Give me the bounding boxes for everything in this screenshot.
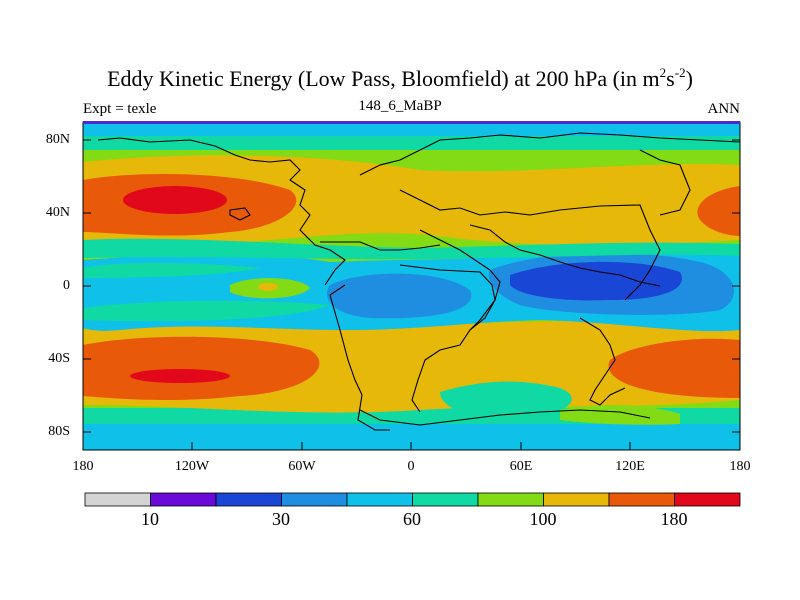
colorbar-box-5 [412,492,479,507]
field-spac-jet-orange [83,336,320,401]
colorbar-label-10: 10 [141,509,159,529]
coast-australia [579,317,626,406]
ylabel-40n: 40N [45,205,70,220]
field-arctic-green [83,136,740,150]
coastlines [97,132,740,431]
coast-kamchatka [639,149,691,216]
colorbar-label-30: 30 [272,509,290,529]
field-spac-jet-red [130,369,230,383]
field-tropics-green-n [83,262,260,278]
colorbar-box-4 [346,492,413,507]
coast-south-america-west [329,284,390,431]
top-band [83,121,740,124]
coast-africa [419,229,501,331]
field-sio-jet-orange [608,338,740,398]
colorbar-box-6 [477,492,544,507]
experiment-label: Expt = texle [83,101,157,117]
coast-eurasia-south [399,189,661,301]
field-atlantic-blue [326,273,472,319]
colorbar-box-9 [674,492,741,507]
map-title: Eddy Kinetic Energy (Low Pass, Bloomfiel… [107,65,693,91]
field-npac-jet-red [123,186,227,214]
xlabel-180-right: 180 [729,459,751,474]
field-tropics-green-s [83,300,330,322]
xlabel-60w: 60W [288,459,316,474]
ylabel-40s: 40S [48,351,70,366]
xlabel-0: 0 [407,459,415,474]
colorbar [84,492,741,507]
colorbar-box-7 [543,492,610,507]
field-epac-yellow [258,283,278,291]
field-s-atl-green [440,381,572,420]
colorbar-box-3 [281,492,348,507]
axis-ticks [83,139,740,450]
colorbar-label-180: 180 [660,509,688,529]
ylabel-0: 0 [63,278,70,293]
field-indian-dark-blue [510,261,682,301]
case-label: 148_6_MaBP [358,98,442,114]
coast-island-1 [229,207,251,221]
colorbar-box-2 [215,492,282,507]
colorbar-box-1 [150,492,217,507]
ylabel-80s: 80S [48,424,70,439]
colorbar-label-100: 100 [529,509,557,529]
colorbar-box-8 [608,492,675,507]
xlabel-120w: 120W [174,459,210,474]
xlabel-60e: 60E [509,459,533,474]
coast-eurasia-north [359,132,740,176]
coast-antarctica [359,409,651,426]
period-label: ANN [707,101,741,117]
contour-field [83,122,740,450]
coast-caribbean [320,241,441,251]
coast-asia-peninsulas [469,224,661,287]
field-natl-jet-orange [697,186,740,236]
xlabel-120e: 120E [615,459,645,474]
xlabel-180-left: 180 [72,459,94,474]
colorbar-label-60: 60 [403,509,421,529]
coast-north-america [97,137,346,286]
colorbar-box-0 [84,492,151,507]
ylabel-80n: 80N [45,132,70,147]
